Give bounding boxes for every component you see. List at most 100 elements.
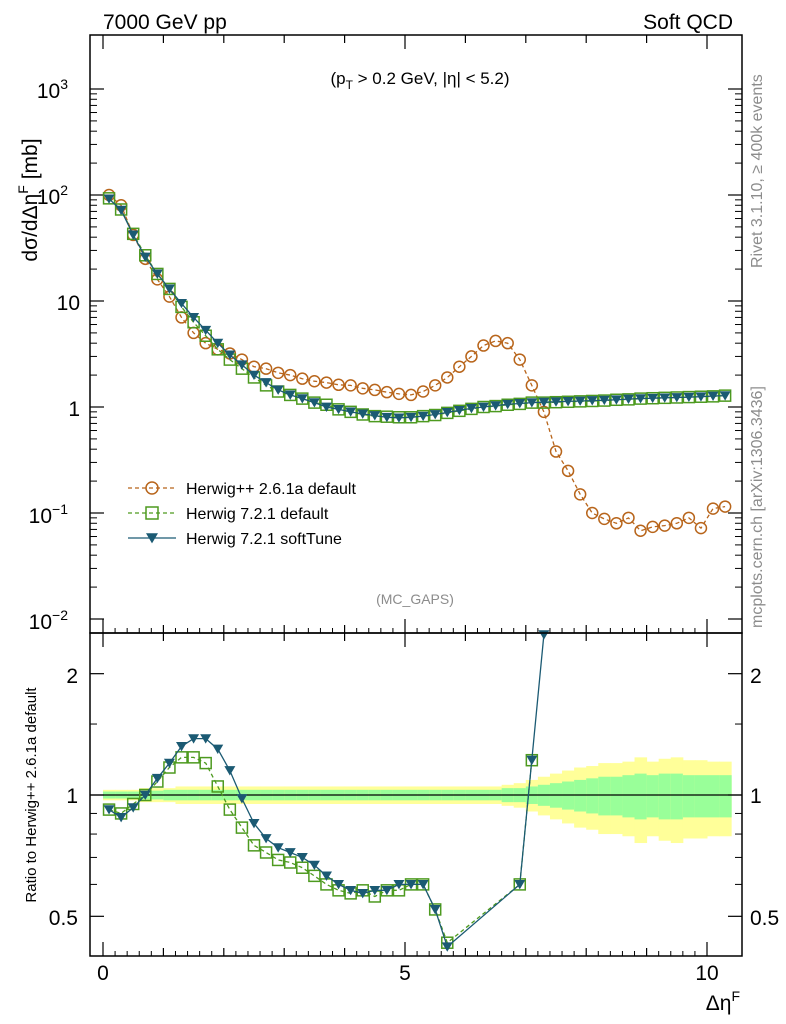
data-point (236, 794, 248, 804)
data-point (271, 366, 285, 380)
band-inner (658, 773, 672, 820)
data-point (585, 506, 599, 520)
process-label: Soft QCD (643, 11, 733, 34)
data-point (272, 385, 284, 395)
series-line (108, 756, 533, 944)
data-point (417, 411, 429, 422)
data-point (369, 885, 381, 896)
series-herwig-7-2-1-default (102, 192, 732, 424)
legend-marker (145, 481, 159, 495)
data-point (320, 376, 333, 389)
data-point (176, 742, 188, 752)
data-point (598, 512, 611, 526)
data-point (224, 350, 236, 360)
ratio-series-layer (102, 630, 550, 952)
data-point (695, 392, 707, 402)
main-ylabel-text: dσ/dΔη (19, 194, 42, 262)
data-point (670, 517, 684, 530)
series-line (108, 197, 726, 418)
data-point (127, 803, 139, 813)
data-point (417, 880, 429, 890)
data-point (465, 404, 477, 414)
data-point (211, 780, 225, 793)
x-tick-5: 5 (399, 962, 411, 985)
data-point (163, 284, 175, 294)
data-point (188, 313, 200, 323)
data-point (151, 267, 164, 281)
data-point (416, 385, 430, 398)
data-point (224, 766, 236, 776)
data-point (248, 370, 260, 381)
data-point (647, 393, 659, 404)
series-line (108, 198, 726, 419)
data-point (514, 880, 526, 890)
data-point (405, 412, 417, 423)
data-point (489, 334, 502, 348)
data-point (176, 298, 188, 309)
data-point (428, 903, 442, 916)
ylabel-1e-2-exp: −2 (52, 607, 68, 623)
data-point (248, 819, 260, 829)
data-point (441, 371, 454, 384)
legend-marker (146, 533, 158, 544)
data-point (296, 861, 309, 874)
band-inner (610, 776, 623, 816)
data-point (453, 360, 466, 373)
data-point (139, 788, 152, 802)
data-point (368, 383, 382, 397)
data-point (308, 398, 320, 408)
data-point (259, 362, 273, 375)
data-point (151, 269, 163, 279)
data-point (465, 350, 478, 363)
data-point (283, 856, 297, 869)
data-point (344, 379, 357, 392)
data-point (151, 773, 163, 784)
side-site-label: mcplots.cern.ch [arXiv:1306.3436] (749, 386, 766, 628)
main-series-layer (102, 188, 732, 538)
band-inner (574, 779, 587, 812)
data-point (574, 396, 586, 406)
band-inner (707, 775, 720, 818)
ylabel-1: 1 (68, 398, 80, 421)
series-herwig-7-2-1-default (102, 751, 539, 949)
x-axis-title: ΔηF (706, 988, 740, 1015)
data-point (187, 751, 200, 764)
main-panel: (pT > 0.2 GeV, |η| < 5.2) (MC_GAPS) 103 … (15, 34, 743, 634)
x-axis-title-sup: F (731, 988, 740, 1004)
data-point (139, 252, 151, 262)
data-point (635, 394, 647, 404)
ylabel-1e-1-exp: −1 (52, 501, 68, 517)
data-point (525, 379, 539, 392)
data-point (296, 372, 309, 385)
data-point (284, 390, 296, 400)
data-point (247, 839, 261, 852)
data-point (393, 880, 405, 890)
data-point (453, 405, 465, 416)
data-point (659, 393, 671, 403)
data-point (490, 401, 502, 411)
data-point (610, 395, 622, 405)
x-tick-10: 10 (695, 962, 718, 985)
data-point (212, 338, 224, 349)
data-point (332, 403, 345, 416)
ylabel-1e3-base: 10 (37, 80, 60, 103)
ylabel-1e-1: 10−1 (29, 501, 69, 528)
data-point (658, 519, 671, 532)
series-herwig-7-2-1-softtune (103, 194, 731, 423)
band-inner (670, 773, 684, 820)
data-point (513, 353, 527, 366)
ylabel-10: 10 (57, 292, 80, 315)
data-point (308, 396, 321, 409)
data-point (357, 409, 369, 419)
data-point (345, 885, 357, 896)
legend-marker (145, 506, 159, 520)
cuts-rest: > 0.2 GeV, |η| < 5.2) (353, 69, 510, 88)
data-point (380, 385, 394, 399)
data-point (682, 511, 696, 525)
data-point (538, 397, 550, 408)
data-point (103, 194, 115, 204)
data-point (538, 630, 550, 640)
data-point (441, 407, 453, 418)
data-point (259, 846, 273, 859)
